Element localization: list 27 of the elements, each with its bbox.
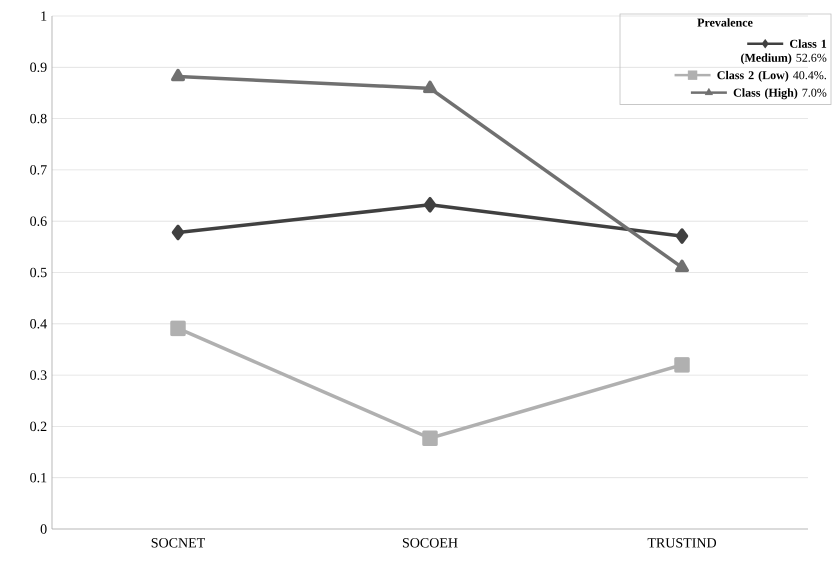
legend-label: Class 2 (Low) 40.4%.	[717, 70, 826, 82]
x-tick-label: TRUSTIND	[648, 538, 716, 548]
point	[170, 320, 186, 336]
y-tick-label: 0.1	[30, 472, 46, 482]
point	[422, 430, 438, 446]
y-tick-label: 0.3	[30, 370, 47, 380]
x-tick-label: SOCNET	[152, 538, 205, 548]
legend-title: Prevalence	[697, 18, 753, 27]
point	[675, 260, 689, 272]
legend-label: Class (High) 7.0%	[734, 88, 826, 100]
x-tick-label: SOCOEH	[402, 538, 458, 548]
y-tick-label: 0	[40, 524, 47, 534]
point	[423, 80, 437, 94]
y-tick-label: 0.5	[30, 268, 47, 278]
y-tick-label: 0.2	[30, 422, 46, 432]
y-tick-label: 0.6	[30, 216, 47, 226]
point	[171, 68, 185, 82]
y-tick-label: 0.4	[30, 319, 47, 329]
legend-label: Class 1 (Medium) 52.6%	[741, 39, 826, 64]
point	[424, 197, 436, 213]
y-tick-label: 1	[41, 11, 46, 21]
point	[172, 224, 184, 240]
y-tick-label: 0.8	[30, 114, 47, 124]
point	[674, 357, 690, 373]
point	[676, 228, 688, 244]
y-tick-label: 0.9	[30, 62, 47, 72]
y-tick-label: 0.7	[30, 165, 47, 175]
